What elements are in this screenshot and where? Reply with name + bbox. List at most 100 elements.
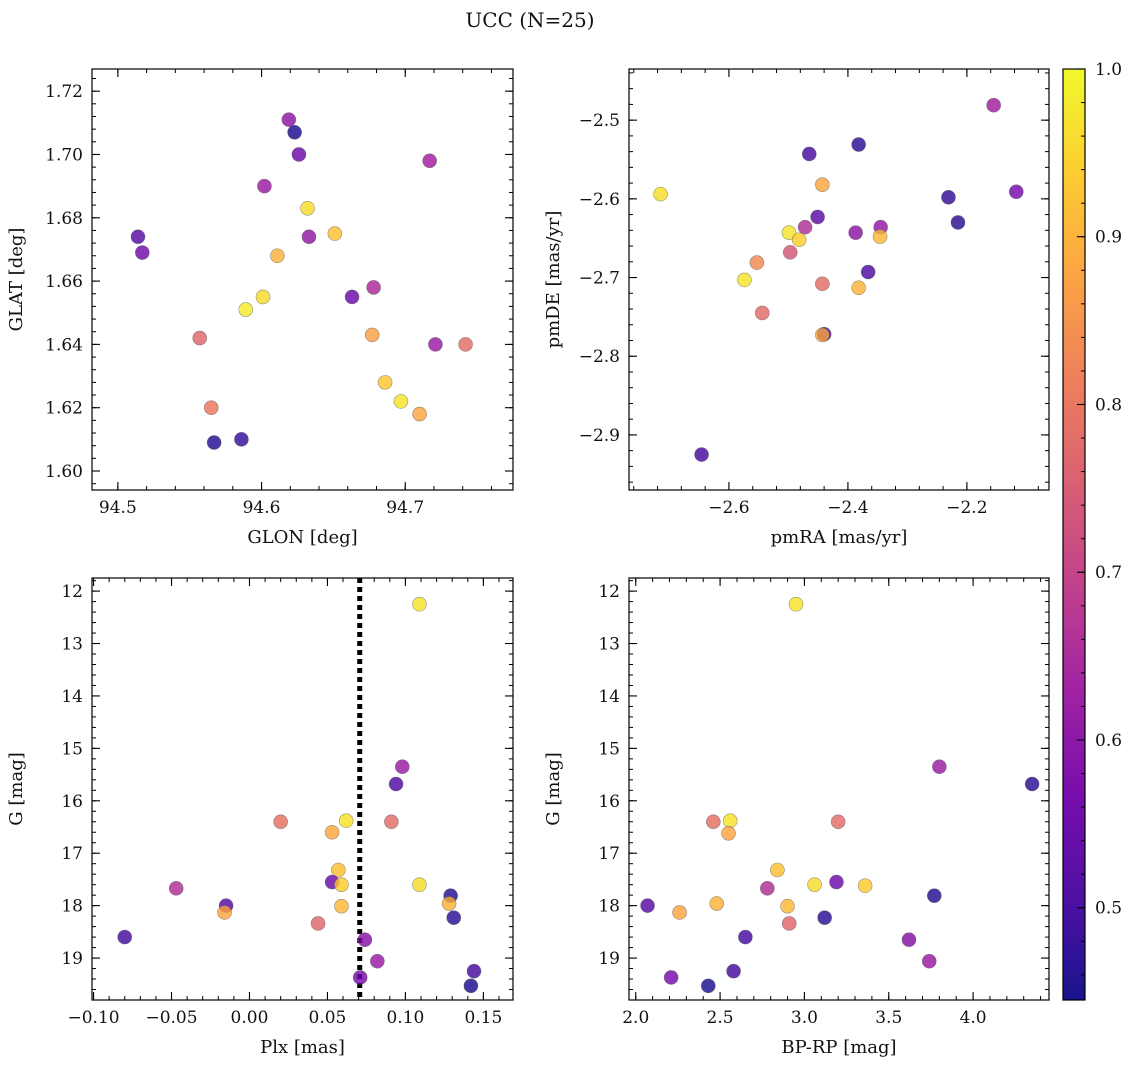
scatter-point	[860, 264, 876, 280]
y-tick-label: 15	[598, 739, 620, 759]
x-tick-label: −2.2	[946, 498, 987, 518]
scatter-point	[815, 177, 830, 192]
scatter-point	[781, 916, 797, 931]
scatter-point	[848, 225, 863, 240]
panel-4: 2.0 2.5 3.0 3.5 4.0 12 13 14 15 16 17 18 19 BP-RP [ma…	[543, 577, 1050, 1058]
scatter-point	[815, 327, 830, 343]
scatter-point	[801, 146, 817, 162]
y-tick-label: −2.9	[579, 426, 620, 446]
scatter-point	[412, 596, 427, 612]
colorbar-tick-label: 0.5	[1095, 899, 1122, 919]
scatter-point	[700, 978, 716, 994]
x-tick-label: 94.5	[99, 498, 137, 518]
scatter-point	[709, 896, 725, 911]
scatter-point	[206, 435, 222, 450]
scatter-point	[422, 153, 437, 169]
y-tick-label: 1.70	[45, 145, 83, 165]
scatter-point	[364, 327, 380, 343]
scatter-point	[300, 200, 315, 216]
scatter-points	[653, 97, 1024, 462]
scatter-point	[203, 400, 219, 415]
scatter-point	[986, 97, 1001, 113]
scatter-point	[458, 337, 473, 352]
y-tick-label: 12	[61, 582, 83, 602]
y-tick-label: 15	[61, 739, 83, 759]
y-tick-label: 1.66	[45, 272, 83, 292]
scatter-point	[672, 905, 687, 920]
x-tick-label: −0.05	[145, 1008, 197, 1028]
colorbar-tick-label: 0.7	[1095, 563, 1122, 583]
y-axis-label: G [mag]	[543, 752, 564, 825]
scatter-point	[663, 970, 679, 985]
scatter-point	[726, 963, 741, 979]
scatter-point	[829, 874, 844, 890]
scatter-point	[334, 877, 349, 892]
scatter-point	[192, 330, 208, 346]
scatter-point	[428, 337, 443, 352]
scatter-point	[781, 225, 797, 240]
y-axis-label: pmDE [mas/yr]	[543, 211, 564, 349]
scatter-point	[393, 394, 409, 409]
scatter-point	[281, 112, 297, 127]
scatter-point	[810, 209, 825, 225]
x-axis-label: Plx [mas]	[260, 1037, 345, 1058]
y-tick-label: −2.5	[579, 111, 620, 131]
y-tick-label: 12	[598, 582, 620, 602]
scatter-point	[1008, 184, 1024, 200]
y-tick-label: 1.68	[45, 209, 83, 229]
x-axis-label: GLON [deg]	[247, 527, 357, 548]
scatter-point	[344, 289, 360, 305]
scatter-point	[301, 229, 317, 245]
scatter-point	[737, 272, 752, 288]
y-tick-label: 1.60	[45, 462, 83, 482]
colorbar-tick-label: 0.6	[1095, 731, 1122, 751]
scatter-point	[760, 881, 775, 896]
colorbar-tick-label: 0.8	[1095, 395, 1122, 415]
scatter-point	[1024, 776, 1040, 792]
scatter-point	[331, 862, 346, 878]
scatter-point	[412, 406, 427, 422]
scatter-point	[134, 245, 150, 260]
scatter-point	[338, 813, 354, 829]
x-tick-label: 94.6	[243, 498, 281, 518]
colorbar-tick-label: 0.9	[1095, 228, 1122, 248]
scatter-point	[234, 432, 249, 447]
y-tick-label: 16	[61, 792, 83, 812]
scatter-point	[927, 888, 942, 903]
scatter-point	[738, 929, 753, 945]
scatter-point	[384, 814, 399, 830]
scatter-points	[130, 112, 473, 450]
scatter-point	[653, 186, 668, 202]
x-tick-label: −0.10	[68, 1008, 120, 1028]
scatter-point	[366, 280, 381, 295]
scatter-point	[851, 280, 866, 296]
scatter-point	[217, 905, 232, 920]
y-tick-label: 13	[598, 635, 620, 655]
axes-frame	[628, 68, 1050, 491]
scatter-point	[788, 596, 804, 612]
x-tick-label: 0.00	[231, 1008, 269, 1028]
x-tick-label: 2.0	[622, 1008, 649, 1028]
scatter-point	[749, 255, 765, 270]
scatter-point	[807, 877, 822, 892]
panel-2: −2.6 −2.4 −2.2 −2.9 −2.8 −2.7 −2.6 −2.5 pmRA [ma…	[543, 68, 1050, 548]
axes-frame	[91, 577, 514, 1001]
x-tick-label: 2.5	[707, 1008, 734, 1028]
scatter-point	[287, 125, 302, 140]
x-tick-label: 0.05	[309, 1008, 347, 1028]
scatter-point	[324, 824, 340, 840]
scatter-point	[921, 953, 937, 969]
scatter-point	[706, 814, 721, 830]
scatter-point	[270, 248, 285, 264]
scatter-point	[255, 289, 271, 305]
y-tick-label: 16	[598, 792, 620, 812]
x-axis-label: pmRA [mas/yr]	[771, 527, 908, 548]
y-tick-label: 17	[61, 844, 83, 864]
y-tick-label: 13	[61, 635, 83, 655]
scatter-point	[722, 813, 738, 829]
scatter-point	[388, 776, 404, 792]
scatter-point	[310, 916, 326, 931]
panel-3: −0.10 −0.05 0.00 0.05 0.10 0.15 12 13 14 15 16 17 18…	[6, 577, 514, 1058]
x-tick-label: 0.15	[464, 1008, 502, 1028]
